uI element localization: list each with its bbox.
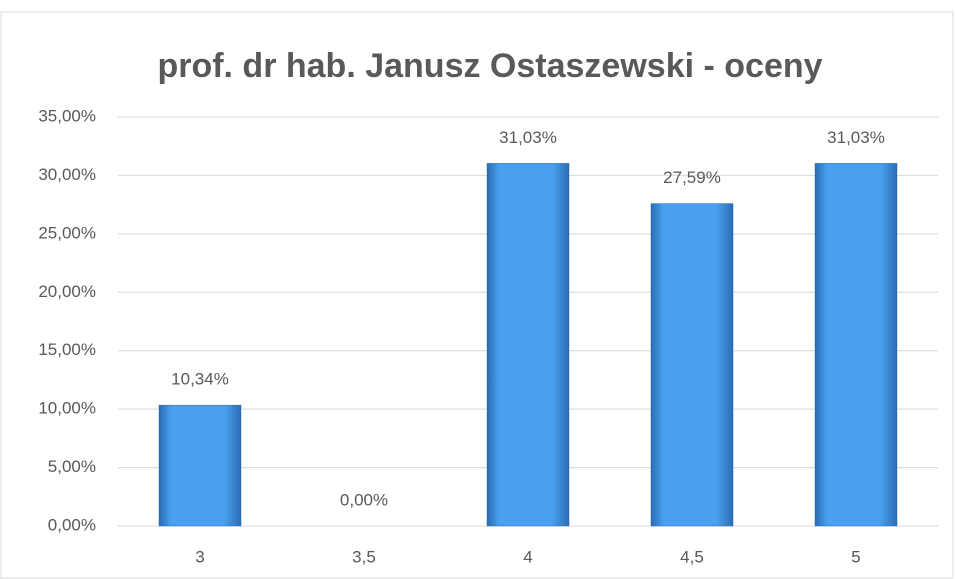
y-tick-label: 35,00% xyxy=(38,106,96,125)
y-tick-label: 30,00% xyxy=(38,165,96,184)
chart-title: prof. dr hab. Janusz Ostaszewski - oceny xyxy=(157,47,822,85)
y-tick-label: 15,00% xyxy=(38,340,96,359)
y-tick-label: 0,00% xyxy=(48,515,96,534)
bar xyxy=(814,163,898,527)
data-label: 31,03% xyxy=(499,128,557,147)
data-label: 10,34% xyxy=(171,370,229,389)
x-tick-label: 3,5 xyxy=(352,547,376,566)
bar xyxy=(486,163,570,527)
data-label: 27,59% xyxy=(663,168,721,187)
y-tick-label: 5,00% xyxy=(48,457,96,476)
x-tick-label: 5 xyxy=(851,547,860,566)
data-label: 0,00% xyxy=(340,490,388,509)
x-tick-label: 3 xyxy=(195,547,204,566)
x-tick-label: 4 xyxy=(523,547,532,566)
bar xyxy=(650,203,734,527)
y-tick-label: 20,00% xyxy=(38,282,96,301)
y-tick-label: 10,00% xyxy=(38,399,96,418)
bar xyxy=(158,404,242,527)
data-label: 31,03% xyxy=(827,128,885,147)
x-tick-label: 4,5 xyxy=(680,547,704,566)
y-tick-label: 25,00% xyxy=(38,223,96,242)
chart-frame xyxy=(0,11,954,579)
